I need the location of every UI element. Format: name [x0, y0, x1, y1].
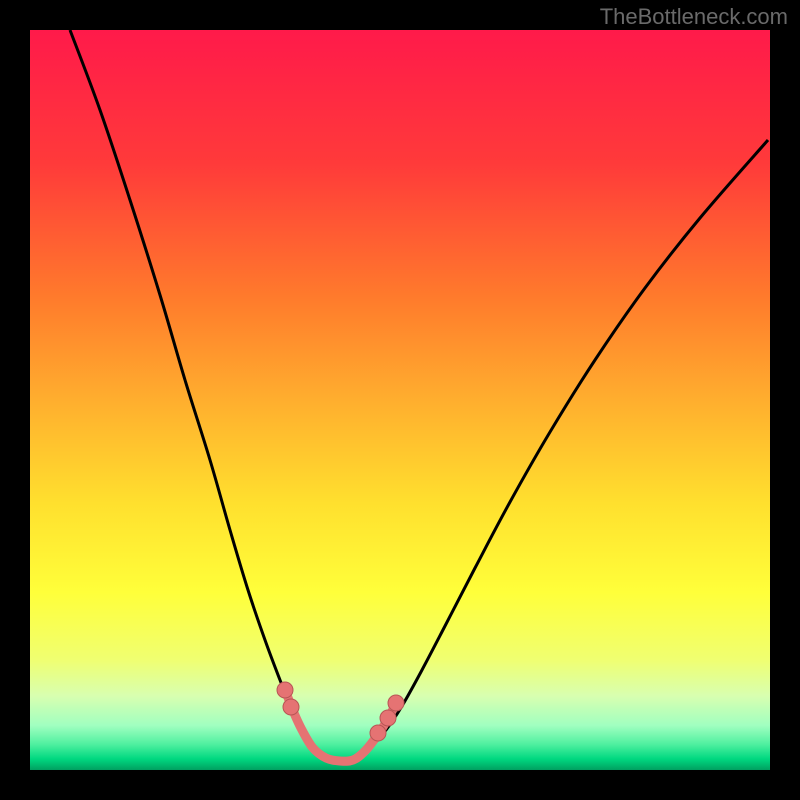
marker-dot — [283, 699, 299, 715]
gradient-background — [30, 30, 770, 770]
marker-dot — [388, 695, 404, 711]
marker-dot — [380, 710, 396, 726]
marker-dot — [277, 682, 293, 698]
marker-dot — [370, 725, 386, 741]
bottleneck-chart — [0, 0, 800, 800]
